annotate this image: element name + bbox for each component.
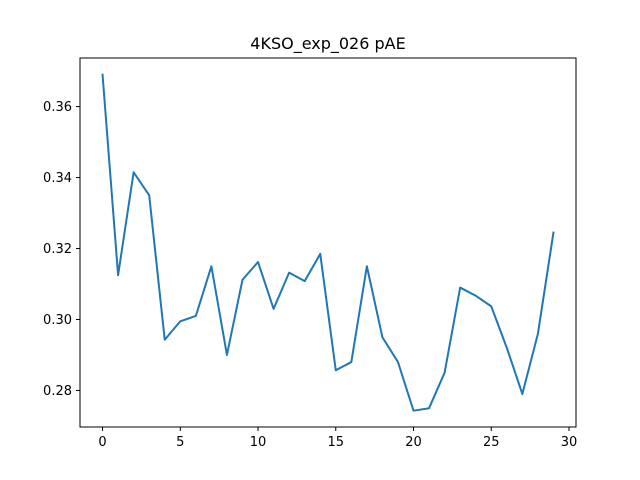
series-line	[101, 73, 555, 412]
y-tick-label: 0.36	[43, 100, 72, 115]
x-tick-label: 0	[98, 435, 106, 450]
x-tick-label: 10	[250, 435, 267, 450]
x-tick-label: 25	[483, 435, 500, 450]
plot-series	[101, 73, 555, 412]
plot-area-frame	[79, 57, 577, 428]
chart-title: 4KSO_exp_026 pAE	[250, 34, 405, 54]
y-tick-label: 0.32	[43, 242, 72, 257]
x-tick-label: 20	[405, 435, 422, 450]
y-tick-label: 0.34	[43, 171, 72, 186]
x-axis: 0 5 10 15 20 25 30	[98, 427, 577, 450]
x-tick-label: 15	[328, 435, 345, 450]
x-tick-label: 30	[561, 435, 578, 450]
y-axis: 0.28 0.30 0.32 0.34 0.36	[43, 100, 80, 399]
x-tick-label: 5	[176, 435, 184, 450]
y-tick-label: 0.28	[43, 384, 72, 399]
y-tick-label: 0.30	[43, 313, 72, 328]
